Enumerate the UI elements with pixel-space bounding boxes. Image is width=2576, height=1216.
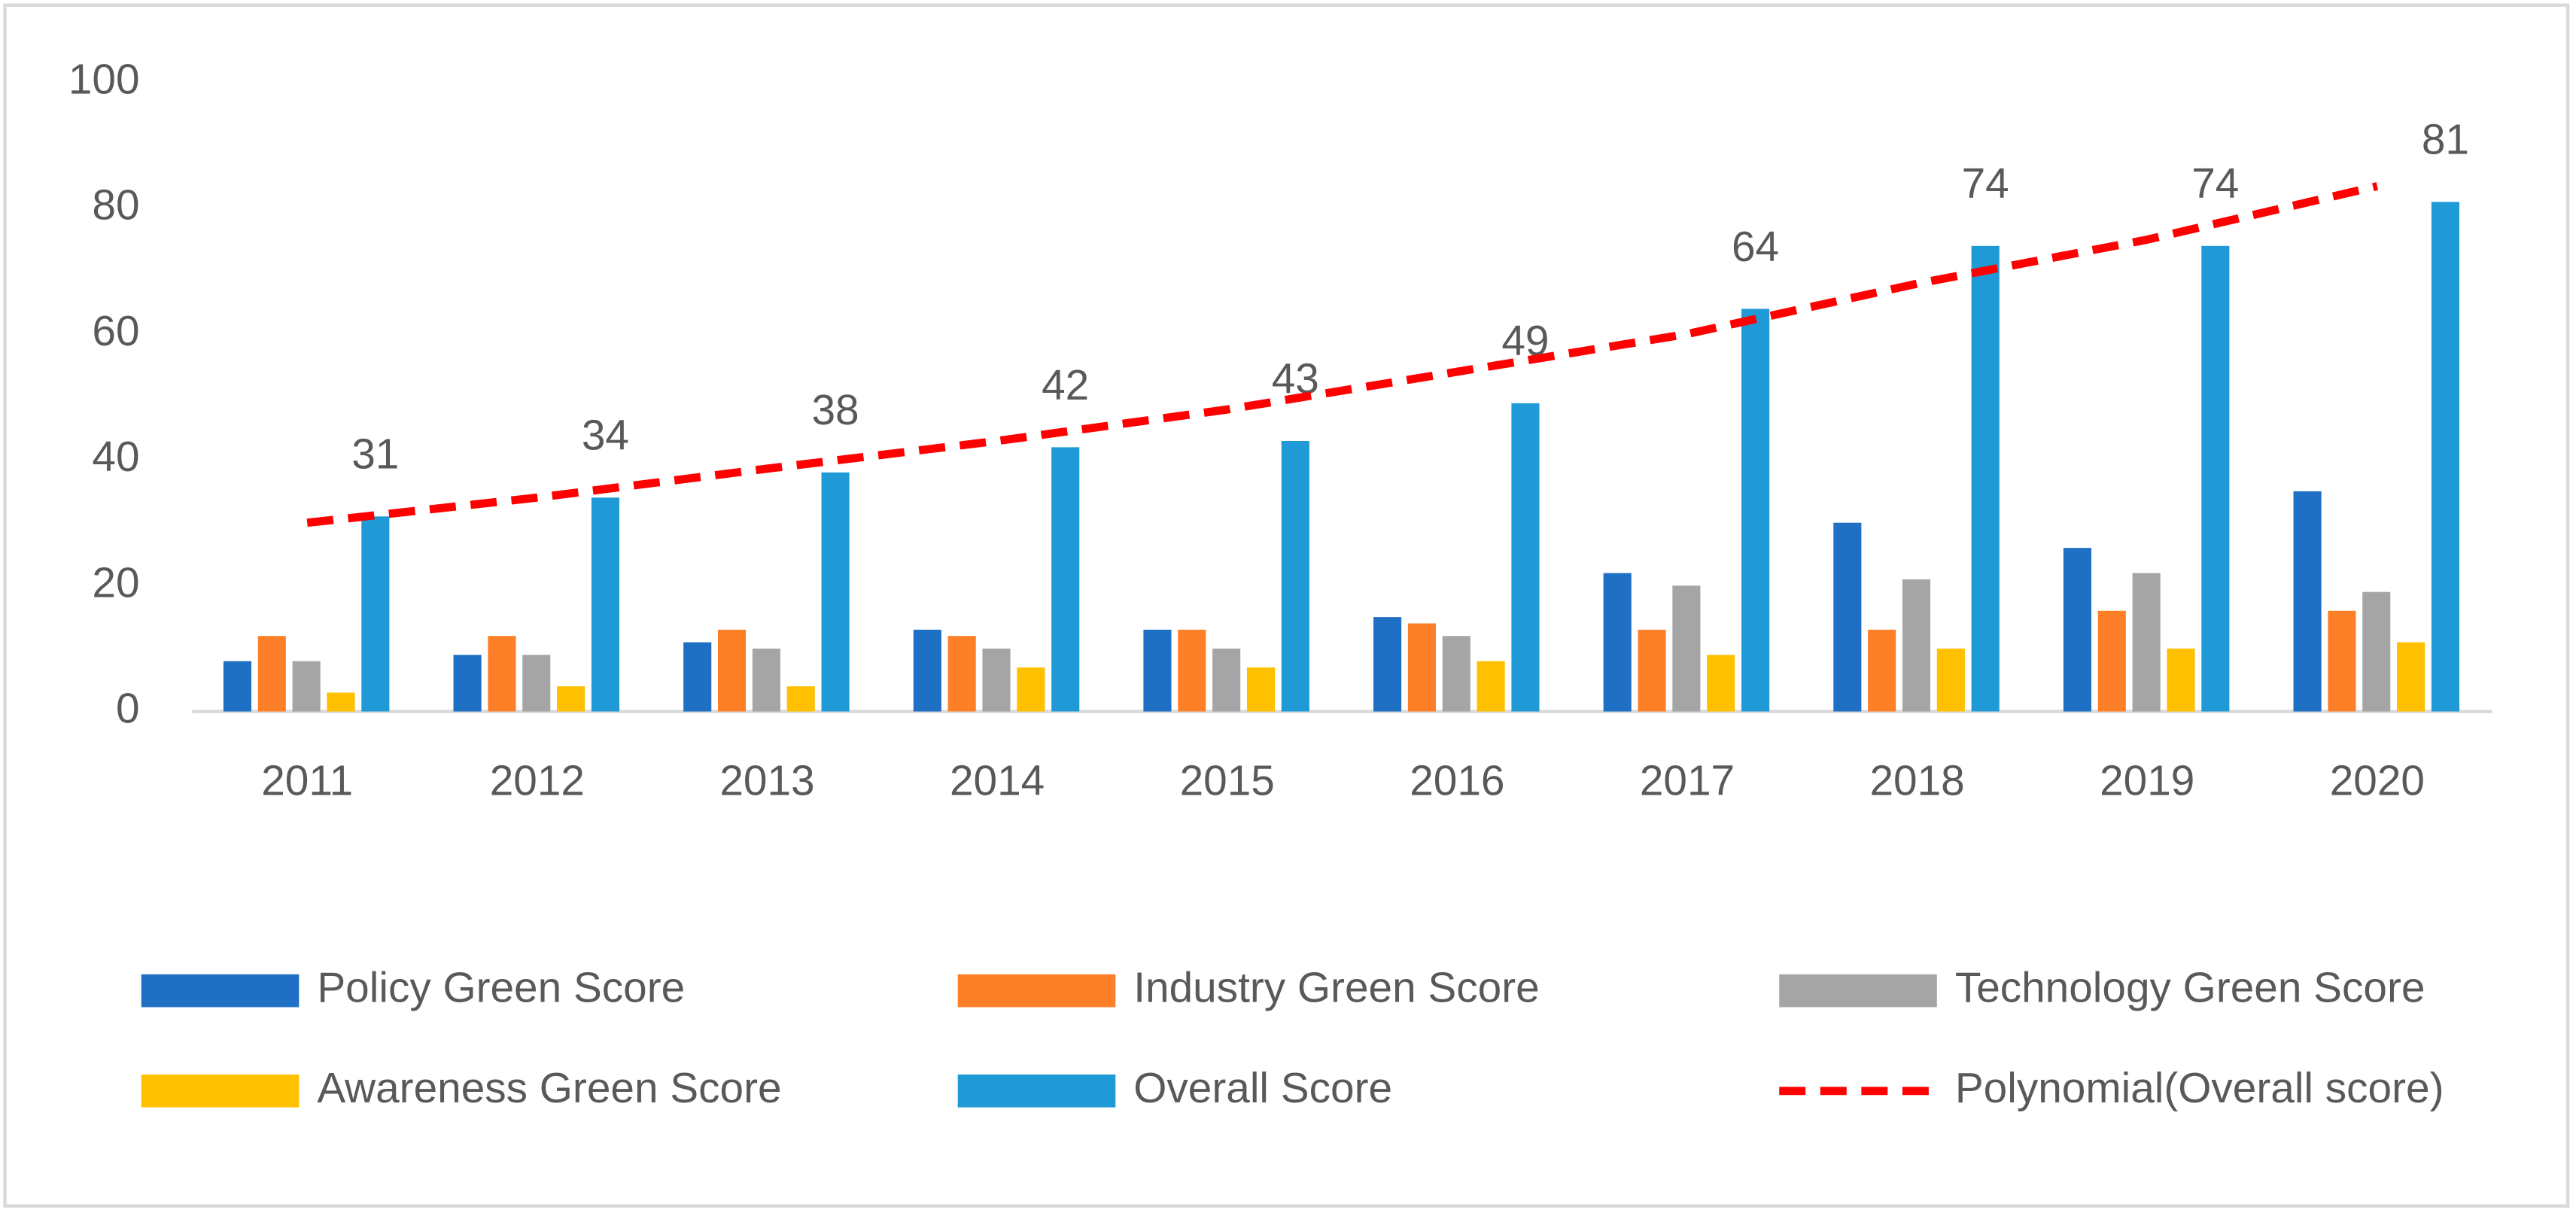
x-tick-label: 2019 [2100,758,2194,805]
bar [2397,642,2425,712]
y-tick-label: 80 [92,182,139,230]
y-tick-label: 40 [92,433,139,481]
bar [2293,491,2322,712]
bar [1477,661,1505,712]
legend-label: Polynomial(Overall score) [1955,1065,2444,1112]
bar [1442,636,1470,712]
bar [488,636,516,712]
data-label: 42 [1042,362,1089,409]
bar [786,686,815,712]
y-tick-label: 20 [92,559,139,606]
bar [982,648,1011,712]
legend-swatch [141,974,300,1008]
bar [327,692,355,712]
bar [1868,629,1896,712]
bar [557,686,585,712]
bar [257,636,286,712]
x-tick-label: 2017 [1640,758,1735,805]
bar [453,655,482,712]
legend-label: Industry Green Score [1133,965,1539,1012]
x-tick-label: 2013 [719,758,814,805]
bar [717,629,747,712]
y-tick-label: 0 [116,686,140,733]
bar [2097,610,2126,712]
x-tick-label: 2012 [490,758,585,805]
y-tick-label: 100 [68,56,140,103]
bar [1143,629,1172,712]
bar [361,516,390,712]
legend-swatch [141,1074,300,1108]
data-label: 64 [1732,223,1779,271]
bar [913,629,941,712]
bar [2132,573,2161,712]
x-tick-label: 2016 [1410,758,1504,805]
data-label: 74 [1962,160,2009,208]
bar [1246,667,1276,712]
bar [223,661,252,712]
bar [1833,522,1862,712]
data-label: 34 [582,412,629,460]
legend-label: Policy Green Score [317,965,685,1012]
bar [2201,245,2230,712]
bar [1373,617,1402,712]
data-label: 74 [2191,160,2239,208]
bar [2167,648,2195,712]
bar [1407,623,1436,712]
x-tick-label: 2020 [2330,758,2425,805]
trend-line [306,182,2379,527]
bar [1741,309,1770,712]
legend-swatch [957,1074,1116,1108]
bar [1603,573,1632,712]
bar [947,636,976,712]
bar [2063,548,2092,712]
bar [1672,585,1701,712]
legend-label: Technology Green Score [1955,965,2425,1012]
data-label: 38 [812,387,859,434]
bar [1902,579,1931,712]
x-tick-label: 2011 [261,758,353,805]
x-tick-label: 2015 [1180,758,1275,805]
bar [1178,629,1206,712]
bar [1707,655,1735,712]
bar [2362,591,2391,712]
legend-label: Overall Score [1133,1065,1392,1112]
legend-swatch [1779,974,1937,1008]
bar [2431,202,2460,712]
bar [591,497,620,712]
bar [1936,648,1965,712]
data-label: 31 [351,431,399,479]
bar [821,472,850,712]
bar [752,648,780,712]
legend-label: Awareness Green Score [317,1065,781,1112]
x-tick-label: 2018 [1869,758,1964,805]
x-tick-label: 2014 [950,758,1045,805]
bar [2328,610,2356,712]
legend-swatch [957,974,1116,1008]
bar [1638,629,1666,712]
bar [292,661,321,712]
bar [522,655,551,712]
bar [1212,648,1241,712]
bar [1281,441,1309,712]
data-label: 81 [2422,117,2469,164]
y-tick-label: 60 [92,308,139,355]
bar [1511,403,1540,712]
bar [683,642,712,712]
bar [1051,447,1080,712]
bar [1017,667,1045,712]
bar [1971,245,2000,712]
